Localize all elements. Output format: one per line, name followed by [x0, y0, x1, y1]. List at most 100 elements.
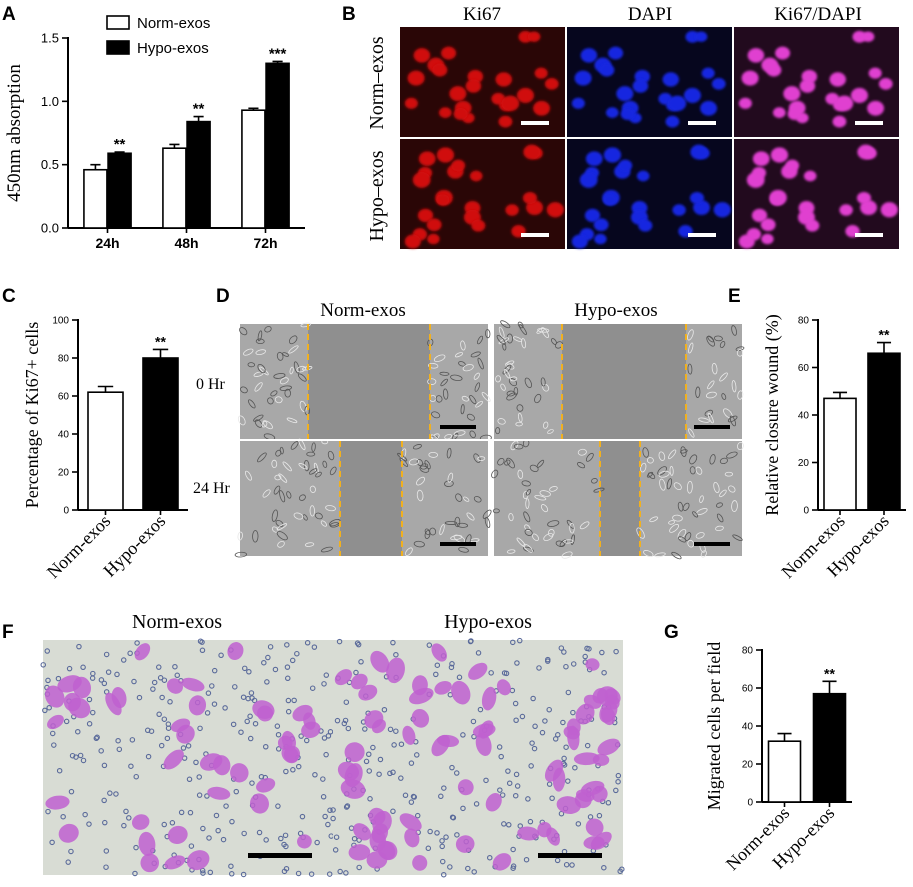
f-pore	[240, 871, 247, 878]
d-cell	[699, 495, 704, 503]
f-migrated-cell	[411, 708, 430, 728]
f-pore	[498, 753, 504, 760]
f-pore	[229, 871, 235, 877]
b-nucleus	[436, 147, 455, 163]
f-pore	[103, 848, 110, 854]
b-nucleus	[738, 97, 752, 109]
b-nucleus	[738, 234, 755, 249]
f-migrated-cell	[475, 732, 492, 756]
d-cell	[309, 505, 315, 517]
d-cell	[547, 429, 554, 434]
b-nucleus	[783, 86, 801, 102]
b-nucleus	[658, 92, 673, 105]
d-cell	[555, 540, 565, 548]
d-cell	[274, 396, 283, 404]
f-pore	[460, 805, 466, 812]
f-pore	[546, 706, 552, 713]
f-pore	[363, 758, 370, 765]
f-migrated-cell	[592, 688, 608, 704]
f-pore	[220, 836, 227, 843]
c-ytick-label: 40	[58, 430, 70, 441]
d-cell	[244, 470, 252, 481]
g-bar-norm	[767, 740, 802, 803]
f-pore	[215, 827, 221, 834]
f-migrated-cell	[455, 835, 475, 853]
f-pore	[207, 869, 214, 876]
d-cell	[456, 522, 468, 528]
f-pore	[77, 752, 84, 759]
d-cell	[470, 351, 481, 358]
f-pore	[512, 700, 519, 707]
f-pore	[544, 658, 551, 664]
f-pore	[295, 763, 302, 770]
d-cell	[253, 414, 264, 422]
d-cell	[585, 452, 594, 462]
d-cell	[484, 516, 491, 528]
d-cell	[270, 390, 278, 397]
f-pore	[565, 689, 572, 696]
f-pore	[211, 667, 218, 674]
d-cell	[264, 326, 272, 333]
f-migrated-cell	[431, 643, 447, 662]
f-pore	[531, 745, 538, 752]
d-cell	[550, 338, 557, 345]
f-pore	[332, 847, 339, 853]
f-migrated-cell	[585, 658, 600, 671]
f-migrated-cell	[140, 853, 160, 873]
b-nucleus	[747, 48, 765, 63]
a-bar-norm	[241, 109, 266, 229]
d-cell	[719, 341, 726, 348]
d-cell	[289, 366, 294, 375]
f-pore	[390, 769, 396, 776]
d-cell	[680, 446, 687, 457]
f-pore	[410, 793, 417, 800]
f-pore	[241, 830, 247, 837]
d-cell	[506, 390, 516, 397]
f-scale-bar	[248, 853, 312, 858]
d-cell	[255, 338, 265, 345]
f-migrated-cell	[573, 752, 600, 766]
f-pore	[443, 834, 449, 840]
d-cell	[447, 472, 454, 483]
d-cell	[304, 542, 315, 547]
f-pore	[353, 669, 359, 676]
d-cell	[543, 533, 554, 542]
f-migrated-cell	[292, 704, 313, 722]
f-pore	[44, 648, 51, 654]
f-migrated-cell	[44, 685, 65, 708]
e-ytick-label: 40	[798, 411, 810, 422]
f-migrated-cell	[68, 697, 91, 719]
f-pore	[132, 870, 138, 877]
f-pore	[615, 778, 621, 785]
b-nucleus	[441, 46, 457, 60]
b-nucleus	[694, 31, 708, 42]
d-cell	[252, 530, 259, 543]
f-pore	[575, 821, 582, 827]
b-nucleus	[799, 79, 816, 93]
f-pore	[439, 858, 446, 865]
d-cell	[439, 371, 450, 376]
f-pore	[213, 812, 220, 819]
f-migrated-cell	[167, 825, 188, 844]
f-pore	[246, 669, 252, 675]
f-pore	[601, 669, 607, 676]
d-cell	[276, 530, 288, 541]
f-migrated-cell	[492, 853, 512, 871]
f-pore	[284, 664, 291, 670]
b-tile-bg	[567, 27, 732, 137]
f-pore	[161, 677, 168, 683]
f-pore	[587, 814, 594, 820]
d-cell	[658, 451, 666, 461]
f-pore	[186, 776, 193, 783]
f-pore	[512, 792, 519, 799]
d-cell	[695, 532, 705, 539]
f-pore	[284, 642, 290, 648]
f-pore	[211, 701, 218, 707]
d-cell	[503, 369, 511, 379]
g-bar-hypo-error	[822, 680, 837, 694]
f-pore	[86, 696, 93, 703]
panel-d-microscopy: Norm-exos Hypo-exos 0 Hr 24 Hr	[193, 300, 745, 560]
f-migrated-cell	[544, 759, 564, 782]
f-pore	[98, 748, 104, 754]
